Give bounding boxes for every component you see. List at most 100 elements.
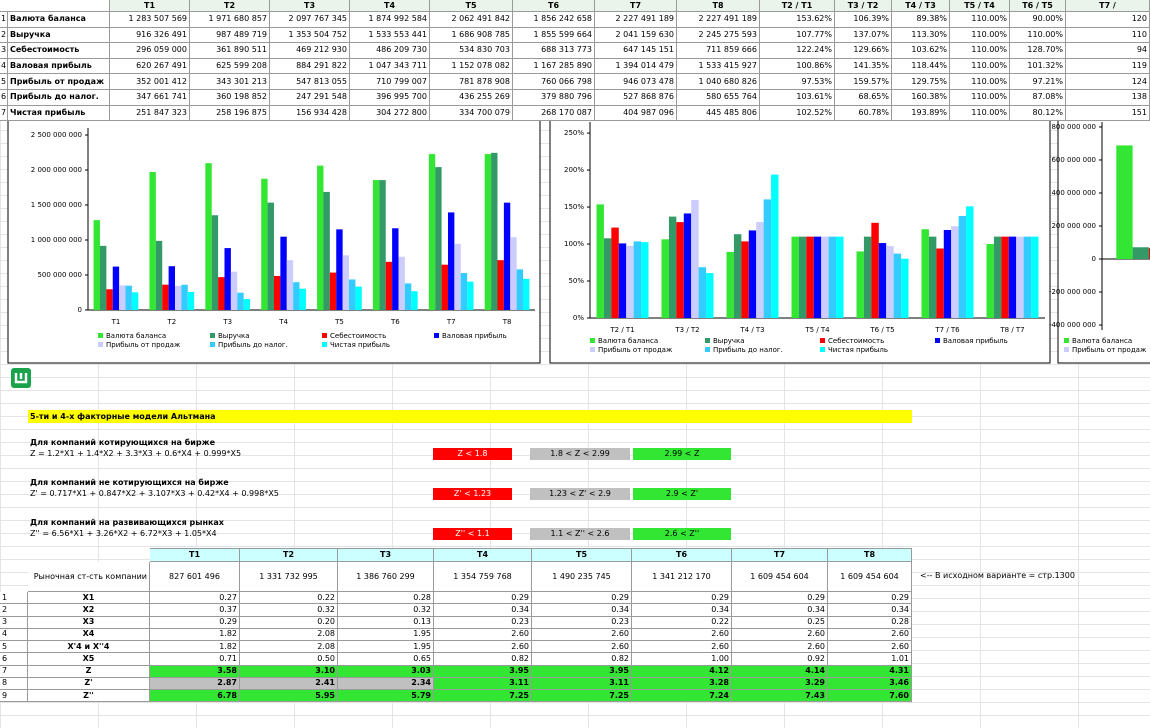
- column-header: T4: [434, 548, 532, 562]
- table-cell: 68.65%: [835, 90, 892, 106]
- bar: [661, 239, 669, 318]
- column-header: T8: [677, 0, 760, 12]
- bar: [966, 206, 974, 318]
- row-name: Себестоимость: [8, 43, 110, 59]
- bar: [447, 212, 455, 310]
- x-tick-label: T2 / T1: [609, 326, 634, 334]
- y-tick-label: 2 000 000 000: [31, 166, 82, 174]
- table-cell: 3.46: [828, 677, 912, 690]
- bar: [763, 199, 772, 318]
- table-cell: 89.38%: [892, 12, 950, 28]
- row-number: 6: [0, 90, 8, 106]
- column-header: T5: [430, 0, 513, 12]
- legend-swatch: [210, 342, 215, 347]
- column-header: T7: [595, 0, 677, 12]
- table-cell: 2.60: [828, 628, 912, 641]
- bar: [467, 281, 474, 310]
- table-cell: 118.44%: [892, 58, 950, 75]
- bar: [392, 228, 399, 310]
- table-cell: 94: [1066, 43, 1150, 59]
- table-cell: 1.95: [338, 641, 434, 654]
- legend-swatch: [1064, 347, 1069, 352]
- bar: [741, 241, 749, 318]
- table-cell: 4.12: [632, 665, 732, 678]
- table-cell: 360 198 852: [190, 90, 270, 106]
- bar: [1023, 236, 1032, 318]
- table-cell: 2.60: [434, 628, 532, 641]
- table-cell: 352 001 412: [110, 74, 190, 90]
- bar: [626, 245, 634, 318]
- table-cell: 0.27: [150, 592, 240, 605]
- row-number: 4: [0, 58, 8, 75]
- y-tick-label: 500 000 000: [37, 271, 82, 279]
- bar: [791, 236, 799, 318]
- legend-label: Чистая прибыль: [330, 341, 390, 349]
- table-cell: 137.07%: [835, 27, 892, 44]
- column-header: T4 / T3: [892, 0, 950, 12]
- bar: [149, 171, 156, 310]
- table-cell: 138: [1066, 90, 1150, 106]
- bar: [986, 244, 994, 318]
- bar: [280, 236, 287, 310]
- table-cell: 2.60: [732, 628, 828, 641]
- bar: [611, 227, 619, 318]
- bar: [1008, 236, 1017, 318]
- market-value: 1 354 759 768: [434, 562, 532, 592]
- bar: [125, 285, 132, 310]
- row-number: 2: [0, 604, 28, 617]
- table-cell: 119: [1066, 58, 1150, 75]
- bar: [668, 216, 677, 318]
- table-cell: 688 313 773: [513, 43, 595, 59]
- table-cell: 156 934 428: [270, 105, 350, 122]
- table-cell: 0.20: [240, 616, 338, 629]
- bar: [928, 236, 937, 318]
- legend-swatch: [820, 347, 825, 352]
- y-tick-label: 0%: [573, 314, 584, 322]
- bar: [261, 178, 268, 310]
- note: <-- В исходном варианте = стр.1300: [920, 571, 1075, 580]
- bar: [131, 292, 139, 310]
- table-cell: 0.29: [150, 616, 240, 629]
- table-cell: 97.21%: [1010, 74, 1066, 90]
- table-cell: 1 353 504 752: [270, 27, 350, 44]
- bar: [1148, 248, 1150, 260]
- table-cell: 0.23: [532, 616, 632, 629]
- table-cell: 3.03: [338, 665, 434, 678]
- table-cell: 0.29: [434, 592, 532, 605]
- table-cell: 0.13: [338, 616, 434, 629]
- column-header: T4: [350, 0, 430, 12]
- legend-swatch: [590, 347, 595, 352]
- bar: [1116, 145, 1133, 260]
- legend-swatch: [210, 333, 215, 338]
- range-box: 1.1 < Z'' < 2.6: [530, 528, 630, 540]
- row-label: Z'': [28, 690, 150, 703]
- bar: [435, 167, 442, 310]
- table-cell: 296 059 000: [110, 43, 190, 59]
- bar: [878, 243, 887, 318]
- table-cell: 159.57%: [835, 74, 892, 90]
- table-cell: 2 062 491 842: [430, 12, 513, 28]
- table-cell: 0.28: [828, 616, 912, 629]
- table-cell: 6.78: [150, 690, 240, 703]
- y-tick-label: 1 500 000 000: [31, 201, 82, 209]
- formula: Z'' = 6.56*X1 + 3.26*X2 + 6.72*X3 + 1.05…: [30, 528, 217, 538]
- table-cell: 781 878 908: [430, 74, 513, 90]
- bar: [224, 248, 231, 310]
- bar: [813, 236, 822, 318]
- x-tick-label: T4: [278, 318, 288, 326]
- bar: [936, 248, 944, 318]
- bar: [317, 165, 324, 310]
- table-cell: 946 073 478: [595, 74, 677, 90]
- x-tick-label: T4 / T3: [739, 326, 764, 334]
- bar: [175, 285, 182, 310]
- bar: [379, 180, 386, 310]
- header-blank: [0, 0, 110, 12]
- row-label: X3: [28, 616, 150, 629]
- table-cell: 2 227 491 189: [595, 12, 677, 28]
- row-number: 6: [0, 653, 28, 666]
- legend-swatch: [98, 333, 103, 338]
- market-label: Рыночная ст-сть компании: [28, 562, 150, 592]
- market-value: 1 490 235 745: [532, 562, 632, 592]
- table-cell: 2.34: [338, 677, 434, 690]
- table-cell: 113.30%: [892, 27, 950, 44]
